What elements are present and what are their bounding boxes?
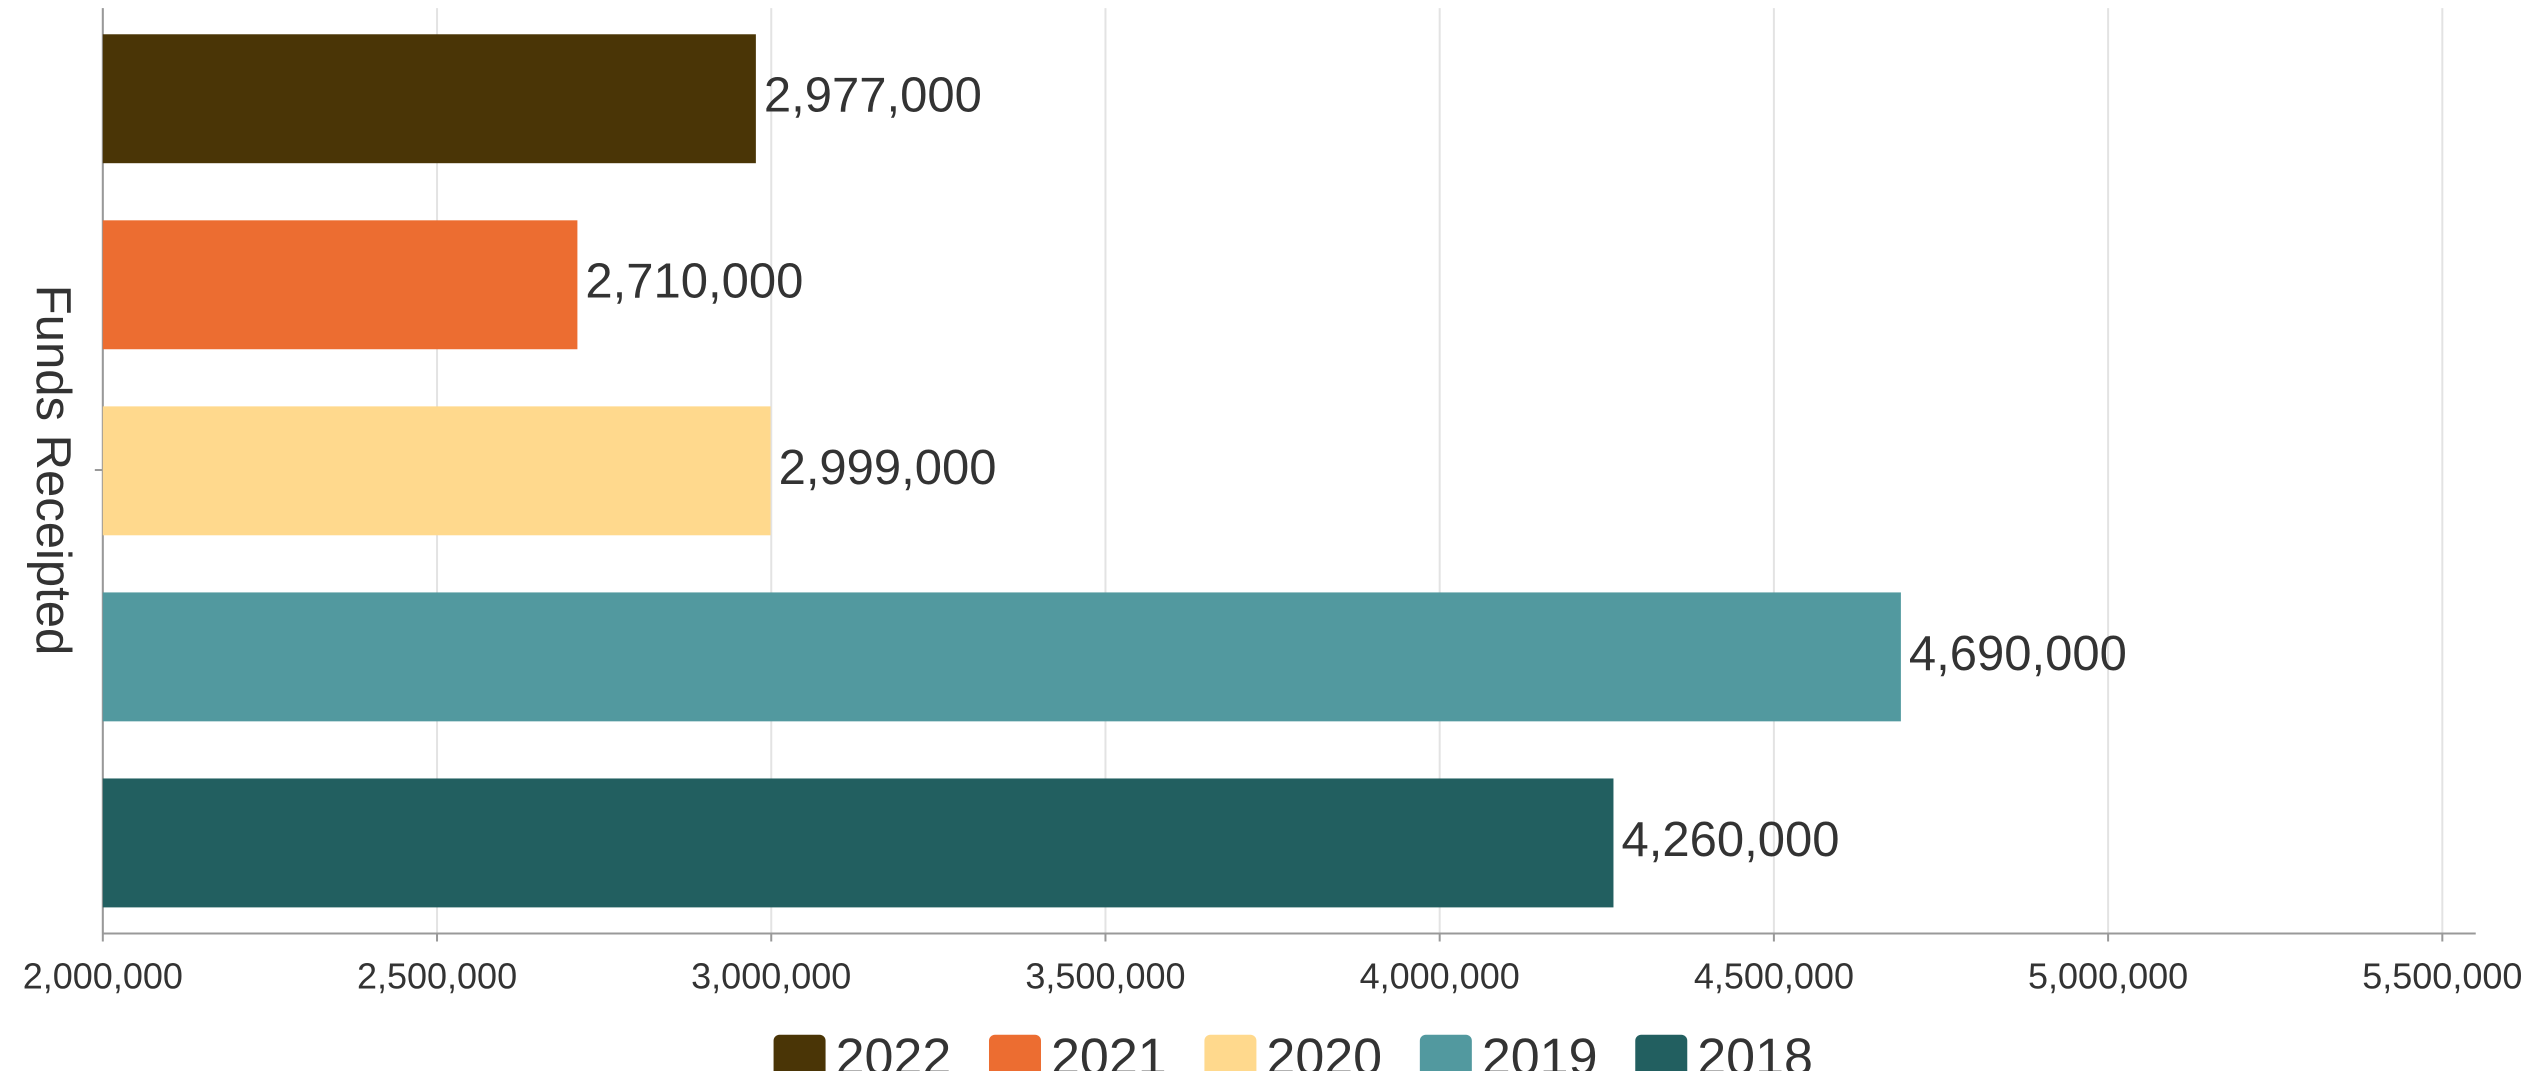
x-tick-label: 4,000,000 — [1360, 956, 1520, 997]
legend-swatch — [1204, 1034, 1257, 1076]
data-label: 2,999,000 — [779, 441, 997, 495]
legend-label: 2018 — [1697, 1029, 1813, 1071]
x-tick-label: 3,500,000 — [1025, 956, 1185, 997]
x-tick-label: 3,000,000 — [691, 956, 851, 997]
x-tick-label: 4,500,000 — [1694, 956, 1854, 997]
legend-label: 2019 — [1482, 1029, 1598, 1071]
legend-swatch — [1635, 1034, 1688, 1076]
legend-label: 2022 — [836, 1029, 952, 1071]
bar — [102, 220, 578, 350]
x-tick-label: 2,500,000 — [357, 956, 517, 997]
bar — [102, 34, 756, 164]
legend-label: 2021 — [1051, 1029, 1167, 1071]
y-axis-label: Funds Receipted — [26, 285, 80, 655]
bar — [102, 592, 1901, 722]
x-tick-label: 2,000,000 — [23, 956, 183, 997]
x-tick-label: 5,500,000 — [2362, 956, 2522, 997]
legend-swatch — [1419, 1034, 1472, 1076]
legend-swatch — [988, 1034, 1041, 1076]
data-label: 2,710,000 — [585, 255, 803, 309]
bar — [102, 406, 771, 536]
data-label: 2,977,000 — [764, 69, 982, 123]
data-label: 4,690,000 — [1909, 627, 2127, 681]
data-label: 4,260,000 — [1621, 813, 1839, 867]
x-tick-label: 5,000,000 — [2028, 956, 2188, 997]
legend-swatch — [773, 1034, 826, 1076]
bar — [102, 778, 1614, 908]
legend-label: 2020 — [1266, 1029, 1382, 1071]
